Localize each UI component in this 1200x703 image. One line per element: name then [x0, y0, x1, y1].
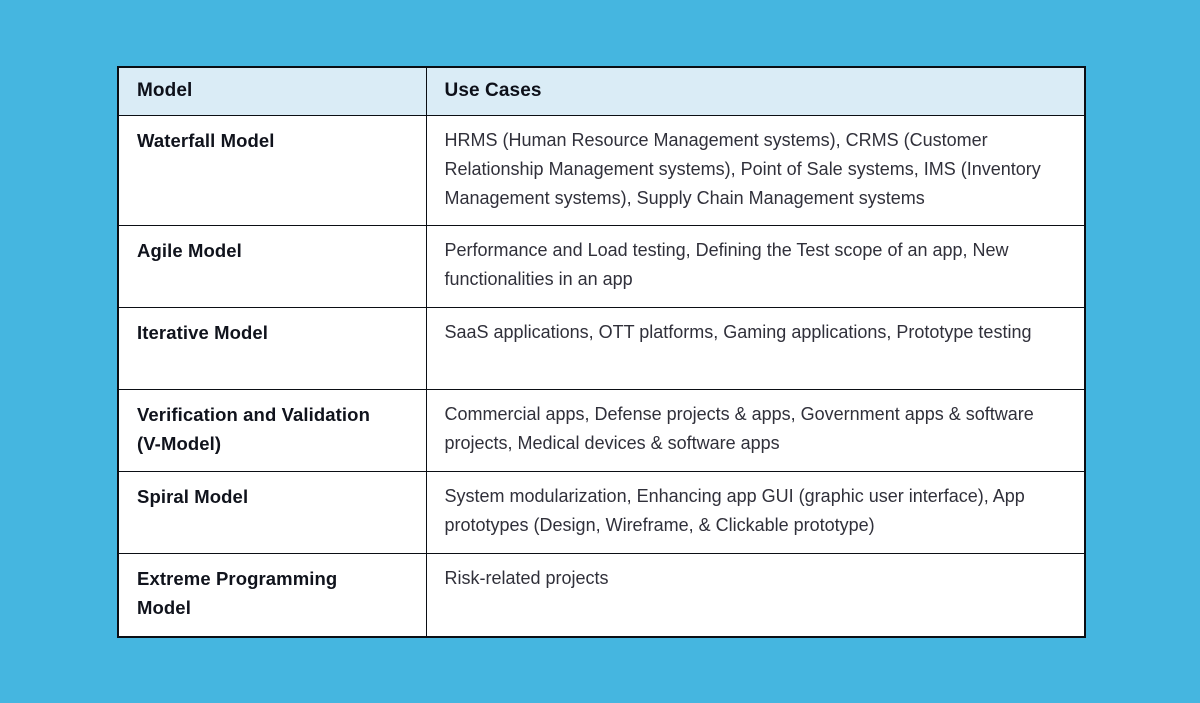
use-cases-cell: Risk-related projects — [425, 552, 1086, 638]
table-row: Extreme Programming Model Risk-related p… — [117, 552, 1086, 638]
model-cell: Spiral Model — [117, 470, 427, 554]
table-header-row: Model Use Cases — [117, 66, 1086, 116]
models-use-cases-table-container: Model Use Cases Waterfall Model HRMS (Hu… — [117, 66, 1086, 638]
use-cases-cell: Performance and Load testing, Defining t… — [425, 224, 1086, 308]
table-row: Waterfall Model HRMS (Human Resource Man… — [117, 114, 1086, 226]
use-cases-cell: Commercial apps, Defense projects & apps… — [425, 388, 1086, 472]
table-row: Verification and Validation (V-Model) Co… — [117, 388, 1086, 472]
use-cases-cell: System modularization, Enhancing app GUI… — [425, 470, 1086, 554]
model-cell: Extreme Programming Model — [117, 552, 427, 638]
table-row: Agile Model Performance and Load testing… — [117, 224, 1086, 308]
column-header-use-cases: Use Cases — [425, 66, 1086, 116]
column-header-model: Model — [117, 66, 427, 116]
models-use-cases-table: Model Use Cases Waterfall Model HRMS (Hu… — [117, 66, 1086, 638]
table-row: Iterative Model SaaS applications, OTT p… — [117, 306, 1086, 390]
model-cell: Iterative Model — [117, 306, 427, 390]
model-cell: Verification and Validation (V-Model) — [117, 388, 427, 472]
table-row: Spiral Model System modularization, Enha… — [117, 470, 1086, 554]
use-cases-cell: HRMS (Human Resource Management systems)… — [425, 114, 1086, 226]
use-cases-cell: SaaS applications, OTT platforms, Gaming… — [425, 306, 1086, 390]
model-cell: Agile Model — [117, 224, 427, 308]
model-cell: Waterfall Model — [117, 114, 427, 226]
